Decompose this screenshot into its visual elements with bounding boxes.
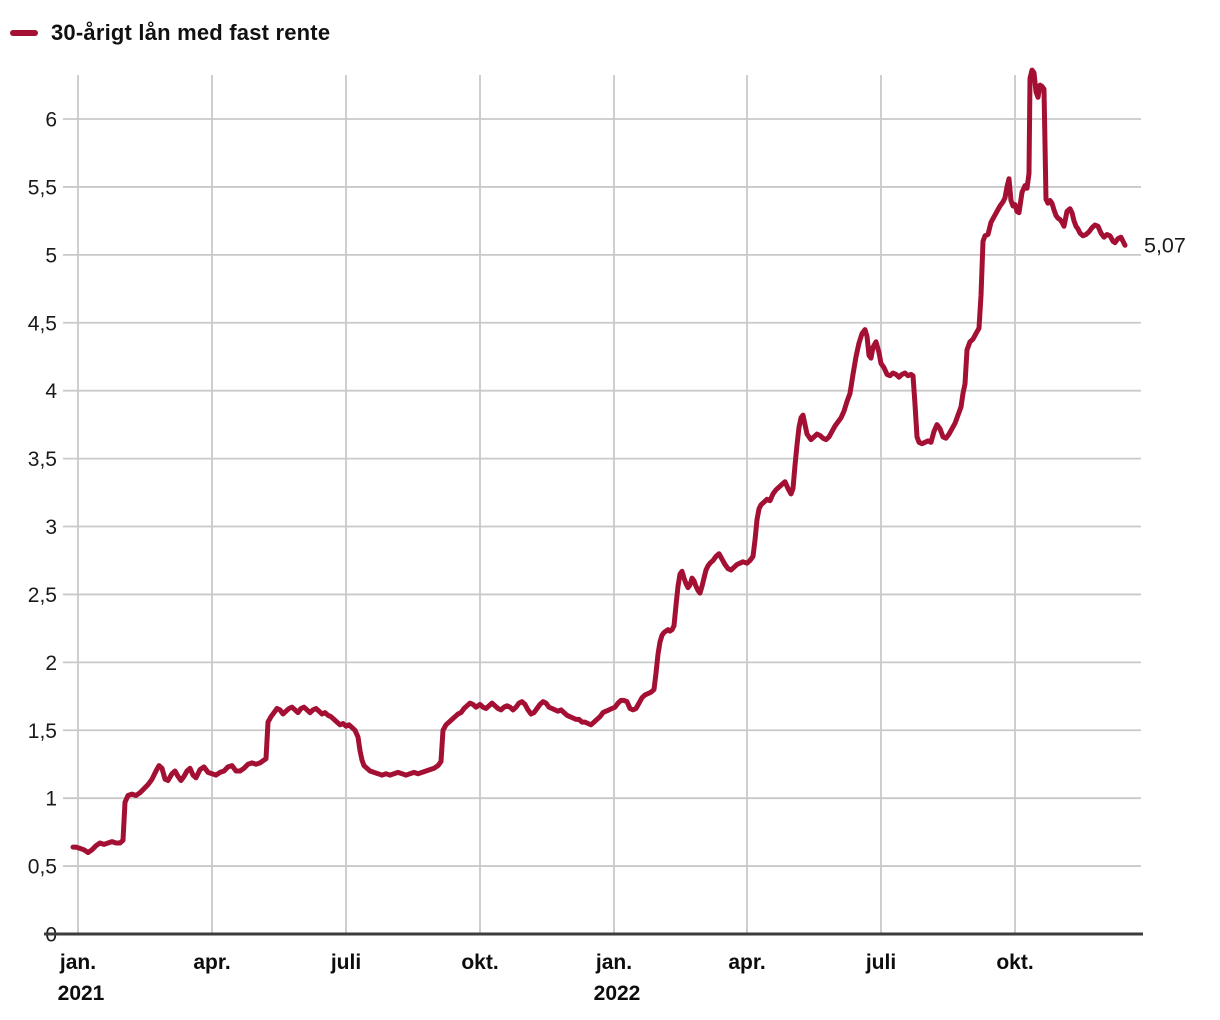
- rate-line: [70, 67, 1128, 855]
- y-tick-label: 3,5: [28, 448, 57, 471]
- y-tick-label: 4: [45, 380, 57, 403]
- y-tick-label: 5: [45, 244, 57, 267]
- y-tick-label: 3: [45, 516, 57, 539]
- x-tick-label: jan.: [59, 951, 96, 974]
- x-tick-label: okt.: [996, 951, 1033, 974]
- x-tick-year: 2022: [594, 982, 641, 1005]
- y-tick-label: 2: [45, 652, 57, 675]
- x-tick-year: 2021: [58, 982, 105, 1005]
- x-tick-label: juli: [330, 951, 361, 974]
- x-tick-label: apr.: [193, 951, 230, 974]
- y-tick-label: 5,5: [28, 176, 57, 199]
- x-tick-label: okt.: [461, 951, 498, 974]
- y-tick-label: 2,5: [28, 584, 57, 607]
- y-tick-label: 1: [45, 788, 57, 811]
- legend-label: 30-årigt lån med fast rente: [51, 20, 331, 45]
- legend-line-swatch: [10, 30, 38, 36]
- x-tick-label: juli: [865, 951, 896, 974]
- y-tick-label: 1,5: [28, 720, 57, 743]
- x-tick-label: apr.: [728, 951, 765, 974]
- y-tick-label: 0,5: [28, 856, 57, 879]
- x-tick-label: jan.: [595, 951, 632, 974]
- y-tick-label: 4,5: [28, 312, 57, 335]
- legend: 30-årigt lån med fast rente: [10, 20, 330, 46]
- end-value-label: 5,07: [1144, 233, 1186, 257]
- y-tick-label: 6: [45, 109, 57, 132]
